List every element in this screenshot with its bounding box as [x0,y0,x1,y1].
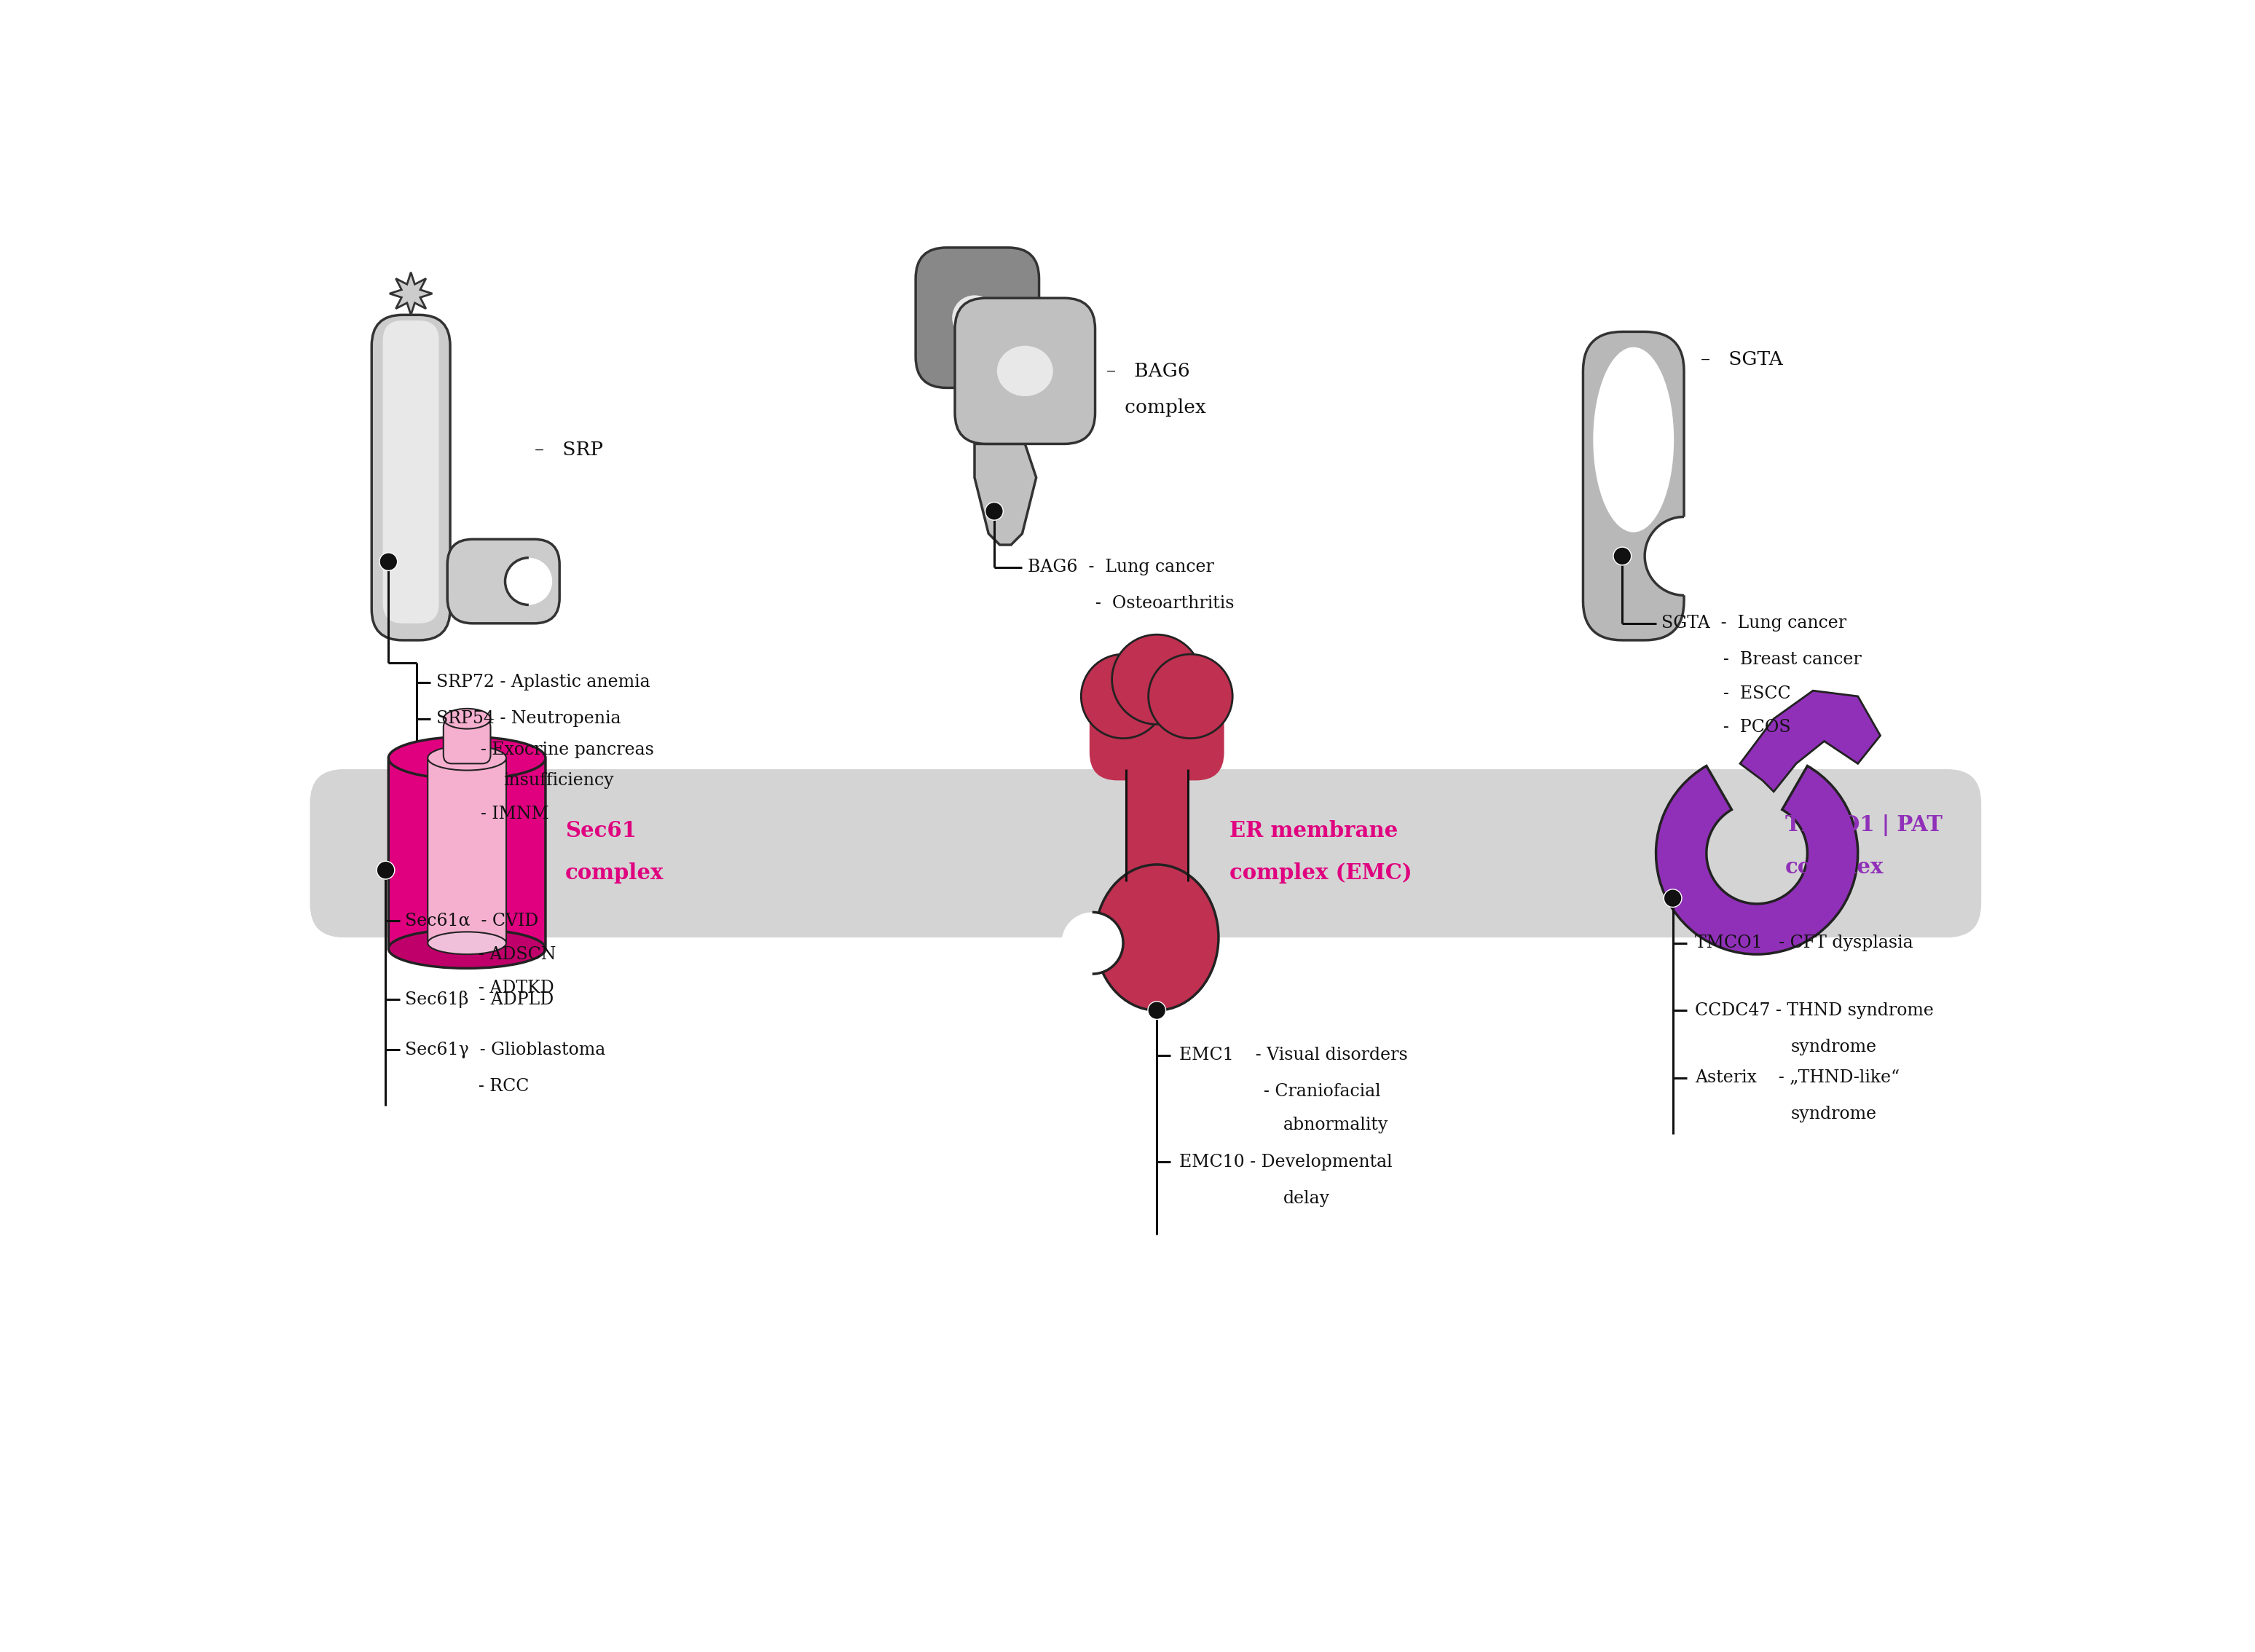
Ellipse shape [1148,654,1233,738]
FancyBboxPatch shape [1125,770,1188,882]
Text: SRP54 - Neutropenia: SRP54 - Neutropenia [435,710,620,727]
Text: Sec61: Sec61 [566,821,636,841]
Ellipse shape [388,737,546,780]
Circle shape [1612,547,1630,565]
Text: complex: complex [1107,398,1206,416]
Text: delay: delay [1283,1189,1330,1206]
FancyBboxPatch shape [383,320,440,623]
Polygon shape [390,273,433,316]
Circle shape [505,558,552,605]
Circle shape [1148,1001,1166,1019]
Text: BAG6  -  Lung cancer: BAG6 - Lung cancer [1028,558,1213,575]
FancyBboxPatch shape [372,316,451,641]
Text: Sec61γ  - Glioblastoma: Sec61γ - Glioblastoma [406,1041,607,1057]
Ellipse shape [444,709,492,729]
Circle shape [379,553,397,570]
FancyBboxPatch shape [309,770,1982,937]
Text: -  Breast cancer: - Breast cancer [1723,651,1860,667]
Text: - ADTKD: - ADTKD [478,980,555,996]
Text: -  Osteoarthritis: - Osteoarthritis [1096,595,1233,613]
Ellipse shape [428,932,505,955]
Text: –   BAG6: – BAG6 [1107,362,1191,380]
Ellipse shape [428,745,505,770]
Circle shape [1644,517,1723,595]
Text: - Exocrine pancreas: - Exocrine pancreas [480,742,654,758]
Ellipse shape [997,345,1053,396]
Circle shape [1062,912,1123,975]
Text: Asterix    - „THND-like“: Asterix - „THND-like“ [1696,1069,1901,1085]
Ellipse shape [1592,347,1673,532]
FancyBboxPatch shape [428,758,505,943]
Text: ER membrane: ER membrane [1229,821,1398,841]
Text: TMCO1   - CFT dysplasia: TMCO1 - CFT dysplasia [1696,935,1914,952]
Polygon shape [1741,691,1881,791]
Circle shape [1664,889,1682,907]
Text: -  ESCC: - ESCC [1723,686,1790,702]
Text: syndrome: syndrome [1790,1105,1876,1122]
Text: - Craniofacial: - Craniofacial [1263,1084,1380,1100]
Polygon shape [974,444,1037,545]
Text: Sec61α  - CVID: Sec61α - CVID [406,912,539,928]
FancyBboxPatch shape [954,297,1096,444]
FancyBboxPatch shape [444,719,492,763]
Ellipse shape [1096,864,1218,1011]
Circle shape [985,502,1003,520]
Text: EMC10 - Developmental: EMC10 - Developmental [1179,1153,1391,1170]
FancyBboxPatch shape [388,758,546,948]
FancyBboxPatch shape [916,248,1040,388]
Text: - ADSCN: - ADSCN [478,947,555,963]
Text: complex (EMC): complex (EMC) [1229,862,1412,884]
Ellipse shape [388,928,546,968]
Text: syndrome: syndrome [1790,1039,1876,1056]
Text: –   SGTA: – SGTA [1700,350,1784,368]
Text: –   SRP: – SRP [534,441,602,459]
Text: SGTA  -  Lung cancer: SGTA - Lung cancer [1662,615,1847,631]
Text: complex: complex [566,862,663,884]
Text: SRP72 - Aplastic anemia: SRP72 - Aplastic anemia [435,674,649,691]
Ellipse shape [1080,654,1166,738]
FancyBboxPatch shape [1089,669,1224,780]
Wedge shape [1655,767,1858,955]
FancyBboxPatch shape [446,539,559,623]
Ellipse shape [952,296,997,340]
Text: abnormality: abnormality [1283,1117,1389,1133]
Circle shape [377,861,395,879]
Text: complex: complex [1786,857,1883,877]
Text: Sec61β  - ADPLD: Sec61β - ADPLD [406,991,555,1008]
Ellipse shape [1112,634,1202,724]
Text: CCDC47 - THND syndrome: CCDC47 - THND syndrome [1696,1003,1935,1019]
Text: EMC1    - Visual disorders: EMC1 - Visual disorders [1179,1047,1407,1064]
Text: TMCO1 | PAT: TMCO1 | PAT [1786,814,1942,836]
Text: - RCC: - RCC [478,1077,528,1095]
Text: insufficiency: insufficiency [503,771,613,788]
FancyBboxPatch shape [1583,332,1684,641]
Text: -  PCOS: - PCOS [1723,719,1790,735]
Text: - IMNM: - IMNM [480,806,550,823]
